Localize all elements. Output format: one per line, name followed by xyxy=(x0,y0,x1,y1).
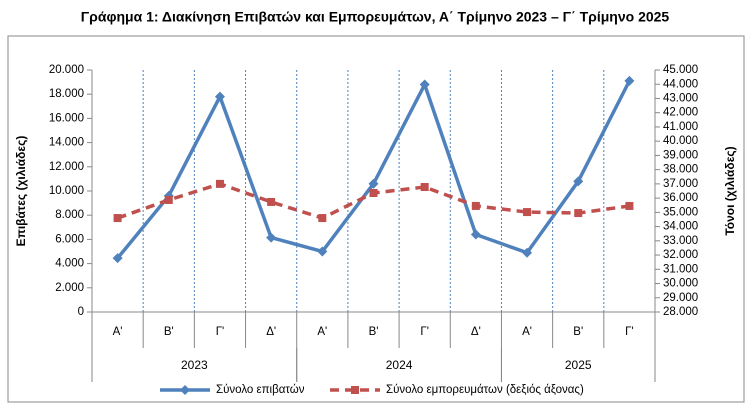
legend-marker xyxy=(180,385,190,395)
x-tick-label: Α' xyxy=(522,326,532,338)
y-tick-label: 16.000 xyxy=(49,112,84,124)
y2-tick-label: 45.000 xyxy=(663,64,698,76)
y-tick-label: 4.000 xyxy=(55,258,84,270)
chart-frame xyxy=(7,35,745,403)
marker xyxy=(113,214,122,223)
x-tick-label: Γ' xyxy=(625,326,634,338)
legend-label: Σύνολο εμπορευμάτων (δεξιός άξονας) xyxy=(386,384,584,396)
y2-tick-label: 39.000 xyxy=(663,149,698,161)
marker xyxy=(420,183,429,192)
y-tick-label: 6.000 xyxy=(55,233,84,245)
x-tick-label: Α' xyxy=(113,326,123,338)
y-tick-label: 20.000 xyxy=(49,64,84,76)
y2-tick-label: 30.000 xyxy=(663,278,698,290)
y2-tick-label: 31.000 xyxy=(663,263,698,275)
marker xyxy=(266,232,277,243)
x-tick-label: Α' xyxy=(317,326,327,338)
y-tick-label: 0 xyxy=(78,306,84,318)
marker xyxy=(523,208,532,217)
marker xyxy=(574,209,583,218)
marker xyxy=(215,179,224,188)
legend-marker xyxy=(351,386,359,394)
x-tick-label: Β' xyxy=(164,326,174,338)
marker xyxy=(214,91,225,102)
marker xyxy=(369,188,378,197)
y2-tick-label: 37.000 xyxy=(663,178,698,190)
y2-tick-label: 34.000 xyxy=(663,221,698,233)
y-tick-label: 8.000 xyxy=(55,209,84,221)
marker xyxy=(625,201,634,210)
legend-label: Σύνολο επιβατών xyxy=(216,384,305,396)
marker xyxy=(419,79,430,90)
chart-title: Γράφημα 1: Διακίνηση Επιβατών και Εμπορε… xyxy=(81,9,670,25)
y2-tick-label: 43.000 xyxy=(663,93,698,105)
y2-tick-label: 41.000 xyxy=(663,121,698,133)
x-tick-label: Δ' xyxy=(266,326,276,338)
marker xyxy=(470,229,481,240)
y2-axis-label: Τόνοι (χιλιάδες) xyxy=(723,146,737,235)
group-label: 2023 xyxy=(181,358,208,372)
group-label: 2024 xyxy=(386,358,413,372)
marker xyxy=(318,214,327,223)
marker xyxy=(112,253,123,264)
y2-tick-label: 44.000 xyxy=(663,78,698,90)
x-tick-label: Δ' xyxy=(471,326,481,338)
marker xyxy=(317,246,328,257)
y2-tick-label: 38.000 xyxy=(663,164,698,176)
marker xyxy=(267,197,276,206)
y-axis-label: Επιβάτες (χιλιάδες) xyxy=(14,136,28,247)
y2-tick-label: 33.000 xyxy=(663,235,698,247)
group-label: 2025 xyxy=(565,358,592,372)
marker xyxy=(624,75,635,86)
marker xyxy=(471,201,480,210)
y-tick-label: 14.000 xyxy=(49,137,84,149)
y-tick-label: 2.000 xyxy=(55,282,84,294)
y2-tick-label: 36.000 xyxy=(663,192,698,204)
y-tick-label: 10.000 xyxy=(49,185,84,197)
y2-tick-label: 35.000 xyxy=(663,206,698,218)
x-tick-label: Β' xyxy=(369,326,379,338)
marker xyxy=(368,178,379,189)
y2-tick-label: 29.000 xyxy=(663,292,698,304)
x-tick-label: Γ' xyxy=(216,326,225,338)
x-tick-label: Γ' xyxy=(420,326,429,338)
y2-tick-label: 40.000 xyxy=(663,135,698,147)
y2-tick-label: 42.000 xyxy=(663,107,698,119)
y2-tick-label: 32.000 xyxy=(663,249,698,261)
y-tick-label: 18.000 xyxy=(49,88,84,100)
x-tick-label: Β' xyxy=(573,326,583,338)
y-tick-label: 12.000 xyxy=(49,161,84,173)
marker xyxy=(164,195,173,204)
marker xyxy=(573,176,584,187)
marker xyxy=(522,247,533,258)
y2-tick-label: 28.000 xyxy=(663,306,698,318)
